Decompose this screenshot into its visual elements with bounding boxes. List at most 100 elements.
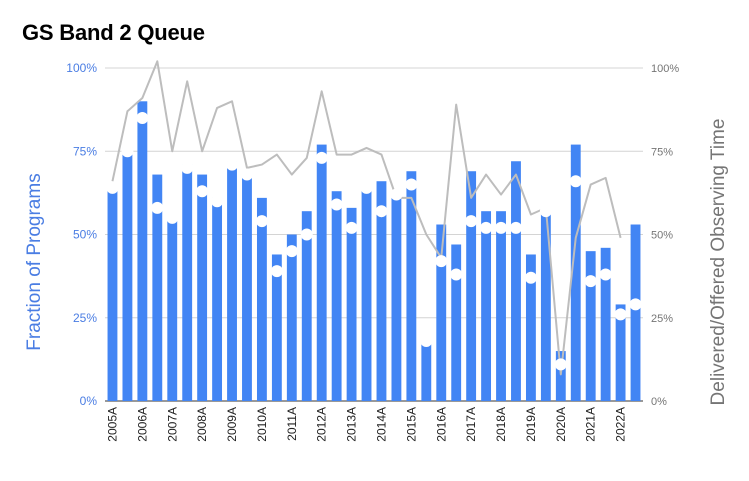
bar	[615, 304, 626, 401]
x-tick-label: 2013A	[345, 407, 359, 442]
left-tick-label: 25%	[73, 311, 97, 325]
bar	[481, 211, 492, 401]
bar	[436, 224, 447, 401]
data-point	[255, 215, 268, 228]
data-point	[121, 145, 134, 158]
bar	[496, 211, 506, 401]
bar	[227, 161, 237, 401]
data-point	[166, 211, 179, 224]
bar	[525, 254, 536, 401]
bar	[212, 197, 223, 401]
data-point	[420, 335, 433, 348]
x-tick-label: 2014A	[374, 407, 388, 442]
data-point	[435, 255, 448, 268]
x-tick-label: 2010A	[255, 407, 269, 442]
data-point	[226, 158, 239, 171]
data-point	[629, 298, 642, 311]
right-tick-label: 25%	[651, 313, 673, 325]
right-axis-ticks: 0% 25% 50% 75% 100%	[651, 63, 679, 408]
right-tick-label: 75%	[651, 146, 673, 158]
data-point	[524, 271, 537, 284]
x-tick-label: 2009A	[225, 407, 239, 442]
bar	[511, 161, 521, 401]
bar	[197, 174, 208, 401]
bar	[152, 174, 163, 401]
point-series	[106, 111, 642, 371]
data-point	[375, 205, 388, 218]
x-tick-label: 2018A	[494, 407, 508, 442]
data-point	[465, 215, 478, 228]
data-point	[450, 268, 463, 281]
x-tick-label: 2006A	[135, 407, 149, 442]
bar	[391, 194, 402, 401]
x-axis-ticks: 2005A 2006A 2007A 2008A 2009A 2010A 2011A 2012A…	[105, 407, 627, 442]
data-point	[196, 185, 209, 198]
data-point	[270, 265, 283, 278]
line-path	[111, 60, 622, 376]
data-point	[360, 181, 373, 194]
x-tick-label: 2008A	[195, 407, 209, 442]
data-point	[136, 111, 149, 124]
right-tick-label: 100%	[651, 63, 679, 75]
bar	[316, 144, 327, 401]
data-point	[151, 201, 164, 214]
bar	[137, 101, 148, 402]
left-axis-ticks: 0% 25% 50% 75% 100%	[66, 61, 97, 408]
bar	[585, 251, 596, 401]
bar	[242, 174, 252, 401]
data-point	[569, 175, 582, 188]
data-point	[480, 221, 493, 234]
data-point	[584, 275, 597, 288]
x-tick-label: 2016A	[434, 407, 448, 442]
left-tick-label: 0%	[80, 394, 98, 408]
x-tick-label: 2011A	[285, 407, 299, 441]
bar	[271, 254, 282, 401]
line-series	[111, 60, 622, 376]
data-point	[211, 195, 224, 208]
left-tick-label: 75%	[73, 144, 97, 158]
bar	[182, 164, 193, 401]
left-tick-label: 100%	[66, 61, 97, 75]
bar	[107, 187, 118, 401]
data-point	[345, 221, 358, 234]
bar	[256, 197, 267, 401]
bar	[331, 191, 342, 401]
data-point	[554, 358, 567, 371]
x-tick-label: 2022A	[614, 407, 628, 442]
bar	[555, 351, 566, 401]
data-point	[106, 181, 119, 194]
x-tick-label: 2015A	[404, 407, 418, 442]
bar-series	[107, 101, 641, 402]
bar	[346, 207, 357, 401]
x-tick-label: 2020A	[554, 407, 568, 442]
bar	[301, 211, 312, 401]
data-point	[614, 308, 627, 321]
bar	[286, 234, 297, 401]
x-tick-label: 2005A	[105, 407, 119, 442]
bar	[421, 344, 432, 401]
bar	[406, 171, 417, 401]
data-point	[285, 245, 298, 258]
left-tick-label: 50%	[73, 228, 97, 242]
data-point	[315, 151, 328, 164]
right-tick-label: 50%	[651, 230, 673, 242]
y2-axis-title: Delivered/Offered Observing Time	[708, 119, 729, 406]
data-point	[240, 168, 253, 181]
bar	[122, 147, 133, 401]
x-tick-label: 2019A	[524, 407, 538, 442]
bar	[376, 181, 387, 401]
data-point	[539, 205, 552, 218]
y-axis-title: Fraction of Programs	[24, 173, 45, 350]
data-point	[300, 228, 313, 241]
data-point	[599, 268, 612, 281]
x-tick-label: 2007A	[165, 407, 179, 442]
right-tick-label: 0%	[651, 396, 667, 408]
data-point	[509, 221, 522, 234]
data-point	[390, 188, 403, 201]
bar	[630, 224, 641, 401]
bar	[570, 144, 581, 401]
x-tick-label: 2021A	[584, 407, 598, 442]
x-tick-label: 2012A	[315, 407, 329, 442]
bar	[600, 247, 611, 401]
